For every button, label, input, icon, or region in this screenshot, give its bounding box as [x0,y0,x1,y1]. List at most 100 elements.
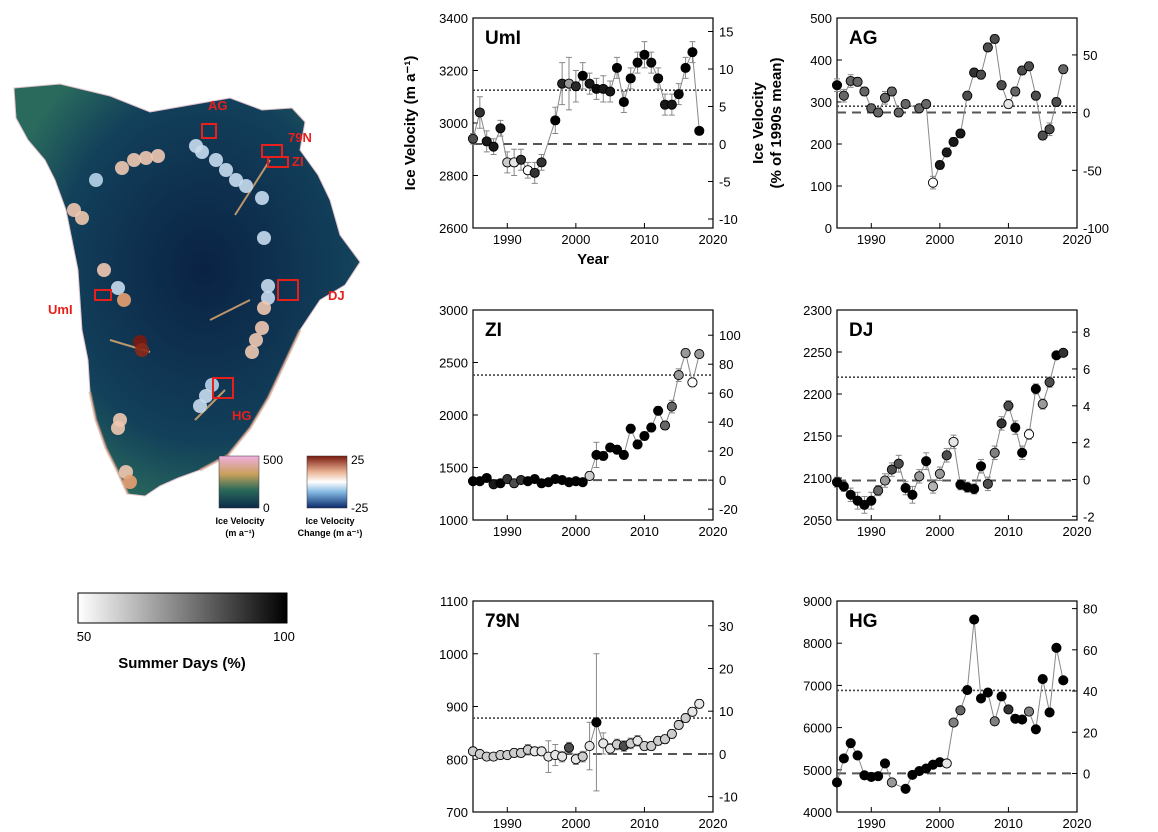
chart-hg: 1990 2000 2010 2020 4000 5000 6000 7000 8000 9000… [803,594,1097,831]
region-box-zi[interactable] [267,156,289,168]
data-point [488,141,499,152]
x-tick-label: 2020 [1063,232,1092,247]
data-point [625,73,636,84]
data-point [673,719,684,731]
data-point [948,436,959,447]
y2-tick-label: -2 [1083,509,1095,524]
region-box-umi[interactable] [94,289,112,301]
x-tick-label: 2010 [630,524,659,539]
y-tick-label: 100 [810,179,832,194]
data-point [666,401,677,412]
data-point [838,90,849,101]
map-dot-15 [97,263,111,277]
data-point [563,742,575,753]
map-dot-12 [257,231,271,245]
plot-frame [836,17,1078,229]
summer-days-max-label: 100 [273,629,295,644]
region-box-hg[interactable] [212,377,234,399]
y-tick-label: 6000 [803,721,832,736]
data-point [495,123,506,134]
data-point [611,62,623,73]
data-point [646,422,657,433]
y-tick-label: 2300 [803,303,832,318]
panel-title: ZI [485,320,502,341]
data-point [1044,707,1055,718]
data-point [673,89,684,100]
x-tick-label: 2010 [630,816,659,831]
data-point [934,468,945,479]
data-point [1037,399,1048,410]
series-line [473,351,700,485]
velocity-colorbar [218,455,260,509]
data-point [694,698,705,709]
data-point [625,423,636,434]
y-tick-label: 1000 [439,513,468,528]
x-tick-label: 1990 [493,232,522,247]
data-point [632,57,643,68]
data-point [618,96,629,108]
data-point [893,107,904,118]
y2-tick-label: 20 [719,661,733,676]
region-box-dj[interactable] [277,279,299,301]
y2-tick-label: 50 [1083,48,1097,63]
greenland-ice-sheet [13,83,361,497]
data-point [879,92,891,103]
data-point [1058,64,1069,75]
data-point [1051,96,1062,108]
map-dot-6 [195,145,209,159]
data-point [879,475,891,486]
data-point [1030,90,1041,101]
y-tick-label: 7000 [803,678,832,693]
data-point [1051,642,1062,653]
panel-title: DJ [849,320,873,341]
x-tick-label: 2020 [699,524,728,539]
plot-frame [472,309,714,521]
change-colorbar-min: -25 [351,501,369,515]
data-point [941,147,952,158]
data-point [969,614,980,625]
data-point [886,464,897,475]
x-tick-label: 2000 [561,816,590,831]
data-point [1010,86,1021,97]
y-tick-label: 2200 [803,387,832,402]
data-point [515,154,527,165]
velocity-colorbar-title-2: (m a⁻¹) [225,528,254,538]
x-tick-label: 2020 [699,816,728,831]
data-point [529,167,540,178]
data-point [536,746,547,757]
x-tick-label: 2020 [1063,524,1092,539]
data-point [639,49,650,60]
data-point [557,751,568,762]
data-point [577,477,588,488]
y2-tick-label: 40 [1083,684,1097,699]
data-point [467,133,479,144]
data-point [845,489,856,500]
data-point [687,377,698,388]
data-point [955,128,966,139]
map-label-dj: DJ [328,288,345,303]
data-point [886,86,897,97]
y-tick-label: 1100 [440,594,468,609]
y2-tick-label: 4 [1083,399,1090,414]
y2-tick-label: 0 [1083,106,1090,121]
map-dot-1 [115,161,129,175]
summer-days-min-label: 50 [77,629,91,644]
y-tick-label: 2000 [439,408,468,423]
map-dot-18 [261,279,275,293]
plot-frame [836,309,1078,521]
change-colorbar [306,455,348,509]
x-tick-label: 2010 [994,816,1023,831]
y-tick-label: 4000 [803,805,832,820]
data-point [996,691,1007,702]
chart-ag: 1990 2000 2010 2020 0 100 200 300 400 500 -100 -50 0… [810,11,1109,247]
y-tick-label: 2800 [439,169,468,184]
data-point [694,125,705,136]
map-dot-10 [239,179,253,193]
region-box-ag[interactable] [201,123,217,139]
data-point [481,136,492,147]
data-point [879,758,891,769]
panel-title: 79N [485,611,520,632]
map-label-zi: ZI [292,154,304,169]
y-tick-label: 500 [810,11,832,26]
